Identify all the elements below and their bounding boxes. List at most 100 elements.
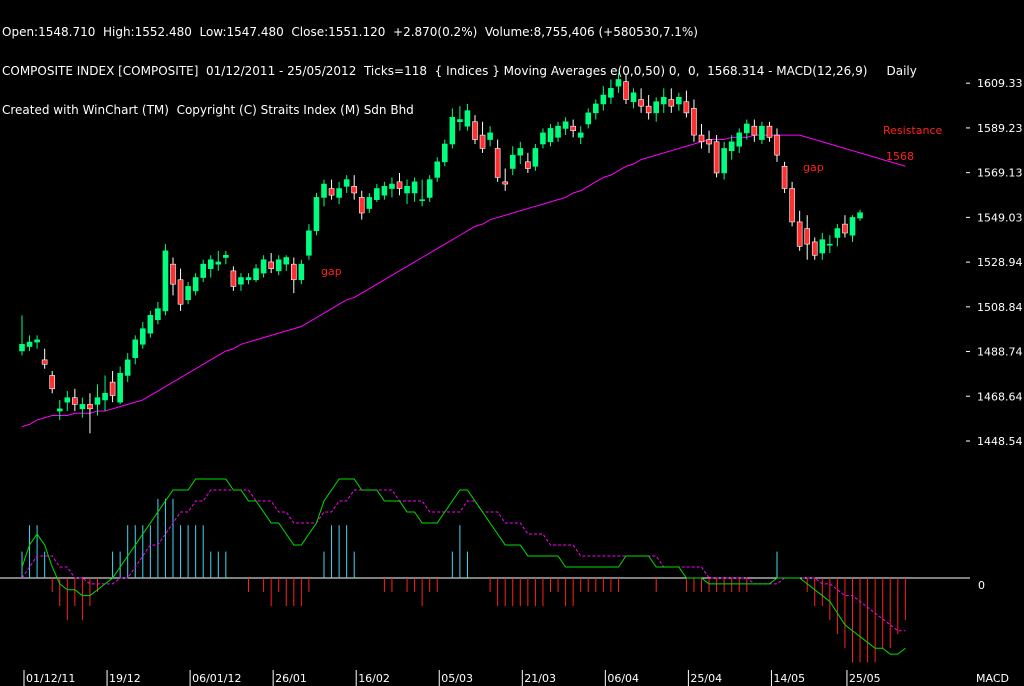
- candle-body: [743, 123, 750, 134]
- candle-body: [290, 263, 297, 281]
- candle-body: [676, 96, 682, 105]
- candle-body: [502, 181, 509, 185]
- candle-body: [253, 268, 259, 281]
- candle-body: [396, 181, 403, 189]
- candle-body: [827, 243, 833, 246]
- candle: [275, 255, 282, 276]
- price-tick-label: 1528.94: [977, 256, 1023, 269]
- candle: [64, 391, 71, 412]
- candle: [577, 126, 584, 145]
- candle: [56, 399, 63, 420]
- candle: [162, 244, 169, 316]
- candle: [147, 310, 154, 338]
- candle: [34, 335, 40, 349]
- candle-body: [857, 212, 863, 219]
- candle: [525, 152, 531, 173]
- candle-body: [49, 375, 56, 390]
- candle: [72, 388, 78, 412]
- candle: [396, 172, 403, 196]
- price-tick-label: 1589.23: [977, 122, 1023, 135]
- candle-body: [223, 254, 229, 258]
- candle-body: [721, 148, 727, 174]
- date-tick-label: 05/03: [441, 672, 473, 685]
- candle-body: [804, 228, 811, 245]
- candle-body: [834, 228, 841, 238]
- candle-body: [517, 148, 524, 156]
- macd-line: [21, 478, 906, 655]
- resistance-value: 1568: [886, 150, 914, 163]
- candle-body: [306, 230, 312, 256]
- candle: [706, 130, 712, 153]
- copyright-line: Created with WinChart (TM) Copyright (C)…: [2, 103, 414, 117]
- candle-body: [275, 259, 282, 272]
- candle: [804, 215, 811, 260]
- resistance-label: Resistance: [883, 124, 943, 137]
- date-tick-label: 01/12/11: [26, 672, 75, 685]
- chart-header: Open:1548.710 High:1552.480 Low:1547.480…: [2, 0, 917, 130]
- candle-body: [215, 261, 222, 265]
- macd-panel: [0, 478, 970, 663]
- candle-body: [789, 188, 795, 223]
- candle-body: [532, 148, 539, 167]
- candle-body: [124, 359, 131, 376]
- candle: [351, 175, 358, 200]
- candle-body: [162, 250, 169, 312]
- candle-body: [64, 397, 71, 403]
- candle-body: [87, 404, 93, 410]
- candle-body: [298, 263, 305, 281]
- candle: [834, 224, 841, 247]
- candle: [676, 92, 682, 111]
- candle: [660, 88, 667, 113]
- candle-body: [623, 81, 629, 100]
- candle-body: [759, 125, 765, 140]
- macd-signal-line: [21, 489, 906, 632]
- candle-body: [645, 105, 652, 114]
- candle-body: [434, 161, 441, 178]
- candle: [404, 179, 410, 205]
- candle: [177, 268, 184, 311]
- candle: [721, 141, 727, 180]
- candle-body: [389, 183, 395, 189]
- candle: [600, 86, 607, 111]
- candle: [766, 121, 773, 142]
- ohlc-summary: Open:1548.710 High:1552.480 Low:1547.480…: [2, 25, 698, 39]
- candle: [441, 139, 448, 167]
- candlesticks: [19, 72, 863, 434]
- candle: [759, 121, 765, 145]
- moving-average-line: [21, 134, 906, 428]
- candle-body: [207, 259, 214, 269]
- candle: [102, 375, 108, 412]
- candle: [585, 108, 592, 129]
- candle: [796, 210, 803, 251]
- candle-body: [404, 185, 410, 194]
- candle: [328, 179, 335, 200]
- candle: [170, 257, 176, 296]
- candle: [94, 384, 101, 416]
- candle-body: [449, 117, 456, 145]
- date-tick-label: 06/04: [607, 672, 639, 685]
- price-tick-label: 1468.64: [977, 390, 1023, 403]
- candle-body: [774, 134, 780, 156]
- candle: [487, 126, 493, 147]
- candle: [223, 250, 229, 265]
- macd-zero-label: 0: [978, 579, 985, 592]
- candle: [268, 253, 274, 274]
- candle: [532, 144, 539, 171]
- candle: [381, 181, 388, 200]
- candle-body: [381, 185, 388, 196]
- candle-body: [464, 110, 471, 127]
- candle-body: [547, 128, 554, 143]
- candle-body: [728, 141, 735, 151]
- candle: [562, 117, 569, 136]
- candle: [479, 121, 486, 153]
- candle-body: [819, 239, 826, 254]
- price-tick-label: 1488.74: [977, 346, 1023, 359]
- candle: [781, 161, 788, 193]
- candle-body: [766, 125, 773, 138]
- candle-body: [34, 339, 40, 343]
- candle-body: [200, 263, 206, 278]
- candle-body: [713, 141, 720, 174]
- candle: [374, 184, 380, 202]
- candle-body: [109, 381, 116, 396]
